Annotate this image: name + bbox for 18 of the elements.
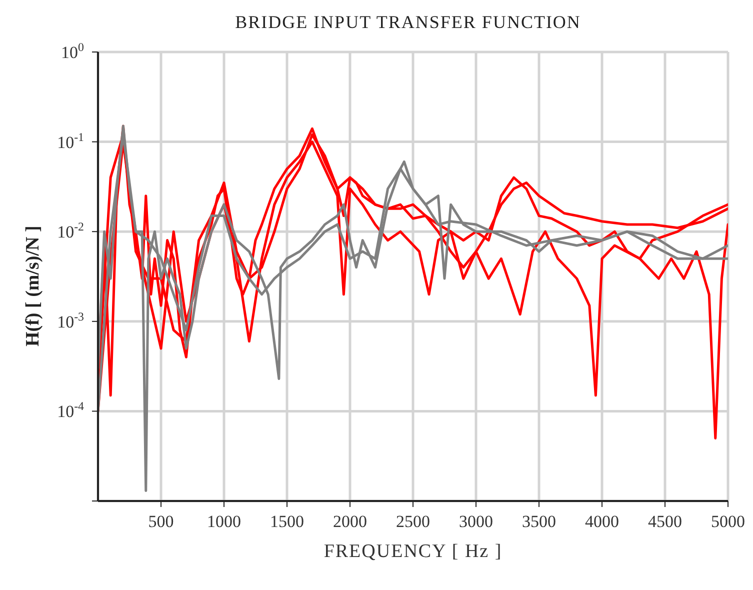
y-axis-title: H(f) [ (m/s)/N ] xyxy=(22,226,44,346)
y-tick-label: 10$^{0}$ xyxy=(61,40,84,62)
x-tick-label: 500 xyxy=(148,512,174,531)
x-tick-label: 3000 xyxy=(459,512,493,531)
x-tick-label: 1500 xyxy=(270,512,304,531)
x-tick-label: 3500 xyxy=(522,512,556,531)
x-tick-label: 2500 xyxy=(396,512,430,531)
x-tick-label: 1000 xyxy=(207,512,241,531)
x-tick-label: 5000 xyxy=(711,512,745,531)
x-axis-title: FREQUENCY [ Hz ] xyxy=(324,541,502,562)
y-tick-label: 10$^{-1}$ xyxy=(57,130,84,152)
y-tick-label: 10$^{-2}$ xyxy=(57,220,84,242)
x-tick-label: 4000 xyxy=(585,512,619,531)
x-tick-label: 2000 xyxy=(333,512,367,531)
y-tick-label: 10$^{-4}$ xyxy=(57,399,84,422)
chart-title: BRIDGE INPUT TRANSFER FUNCTION xyxy=(234,11,582,34)
x-tick-label: 4500 xyxy=(648,512,682,531)
y-tick-label: 10$^{-3}$ xyxy=(57,309,84,332)
